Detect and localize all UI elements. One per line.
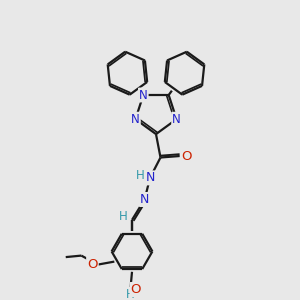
Text: N: N — [139, 88, 148, 101]
Text: O: O — [87, 257, 98, 271]
Text: H: H — [136, 169, 145, 182]
Text: O: O — [131, 283, 141, 296]
Text: N: N — [172, 113, 181, 126]
Text: N: N — [146, 171, 155, 184]
Text: N: N — [140, 193, 149, 206]
Text: H: H — [126, 288, 135, 300]
Text: N: N — [131, 113, 140, 126]
Text: H: H — [118, 210, 127, 223]
Text: O: O — [181, 149, 191, 163]
